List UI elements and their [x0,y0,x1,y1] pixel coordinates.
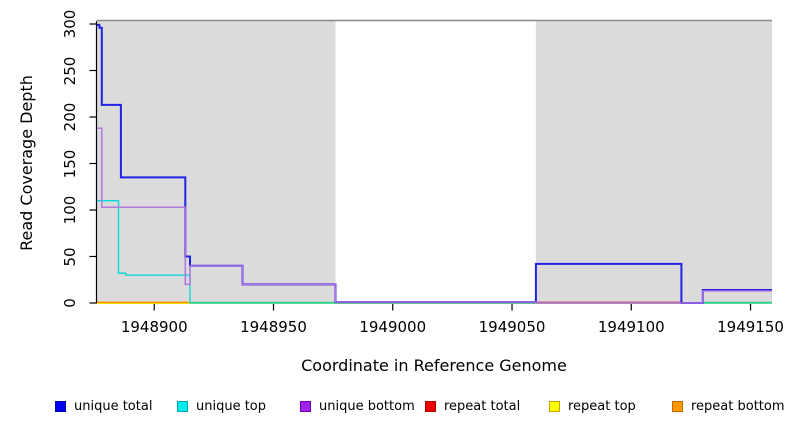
legend-item-repeat-bottom: repeat bottom [672,398,785,414]
legend-swatch-repeat-top [549,400,560,412]
legend-label: repeat total [444,398,521,414]
legend-item-unique-top: unique top [177,398,266,414]
legend-item-repeat-total: repeat total [425,398,520,414]
legend-item-unique-total: unique total [55,398,152,414]
legend-label: repeat bottom [691,398,785,414]
legend-item-unique-bottom: unique bottom [300,398,415,414]
x-tick-label: 1949050 [478,318,546,336]
legend-swatch-unique-bottom [300,400,311,412]
legend-swatch-repeat-bottom [672,400,683,412]
x-tick-label: 1948950 [240,318,307,336]
y-tick-label: 300 [61,9,79,39]
x-tick-label: 1949100 [597,318,665,336]
series-unique-bottom-line [97,127,772,304]
legend-swatch-repeat-total [425,400,436,412]
x-tick-label: 1949150 [717,318,784,336]
x-tick-label: 1948900 [120,318,188,336]
y-axis-title: Read Coverage Depth [17,75,36,251]
x-axis-title: Coordinate in Reference Genome [301,356,567,375]
legend-label: unique top [196,398,267,414]
x-tick-label: 1949000 [359,318,427,336]
series-unique-top-line [97,200,772,304]
legend-label: repeat top [568,398,636,414]
legend-label: unique total [74,398,153,414]
shaded-region [535,21,772,303]
legend-item-repeat-top: repeat top [549,398,636,414]
legend-swatch-unique-total [55,400,66,412]
legend-swatch-unique-top [177,400,188,412]
shaded-region [97,21,336,303]
legend-label: unique bottom [319,398,415,414]
